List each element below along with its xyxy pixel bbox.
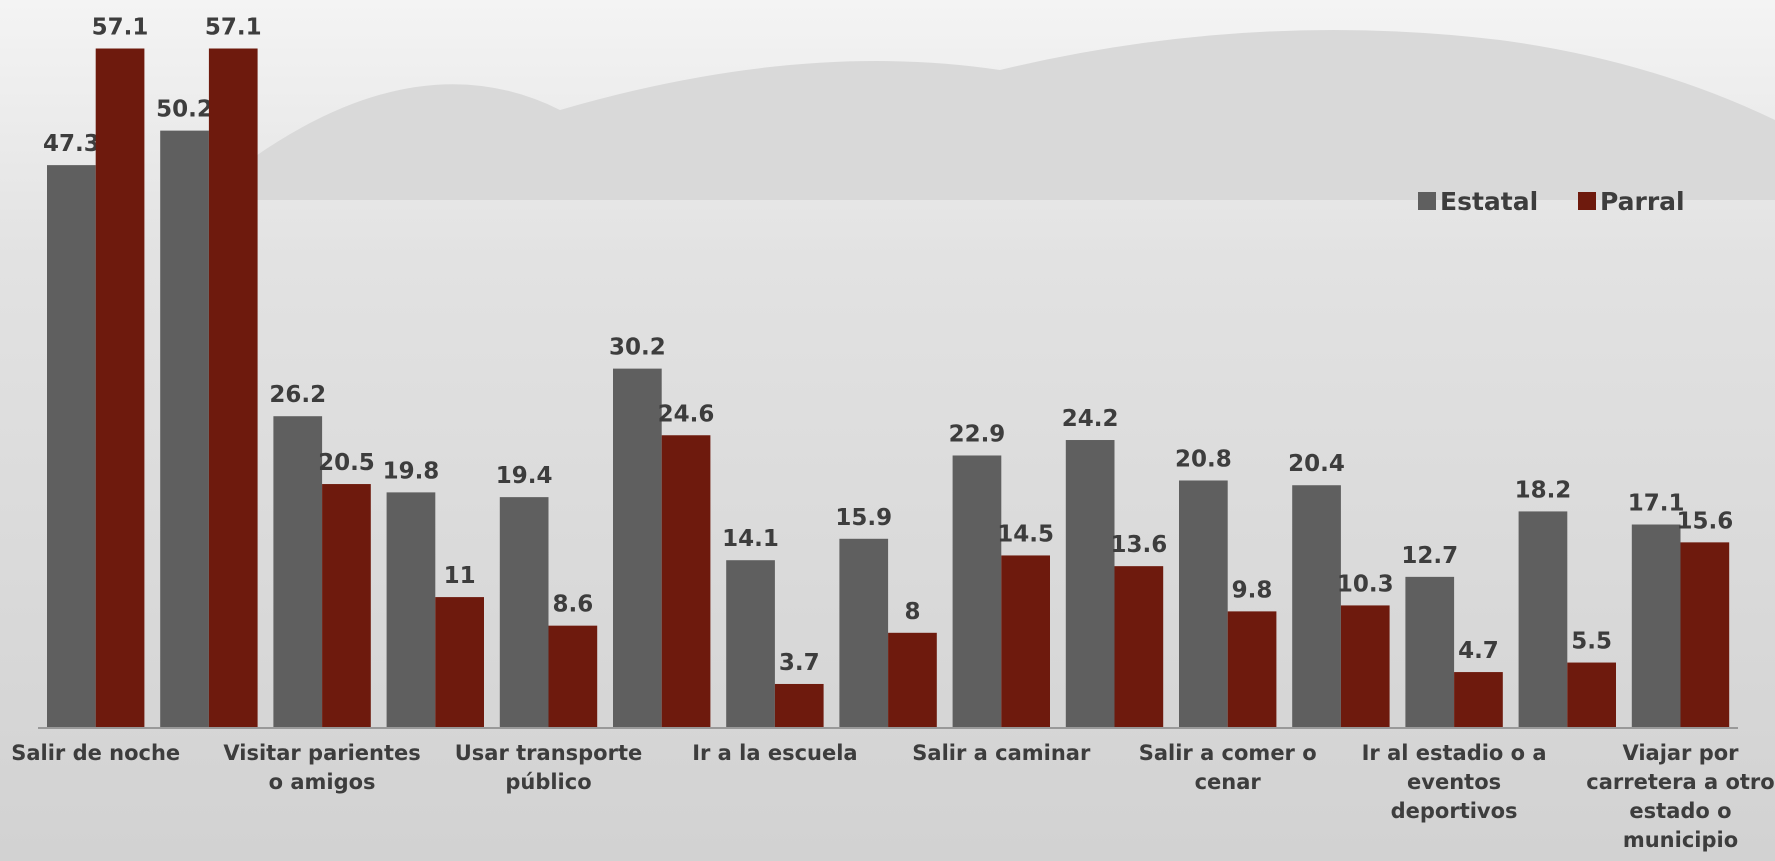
bar <box>273 416 323 728</box>
bar <box>726 560 775 728</box>
value-label: 11 <box>444 563 476 589</box>
x-tick-label: Salir a caminar <box>912 741 1091 765</box>
value-label: 24.2 <box>1062 406 1119 432</box>
value-label: 24.6 <box>658 401 715 427</box>
bar <box>1179 480 1228 728</box>
value-label: 5.5 <box>1571 629 1612 655</box>
value-label: 20.4 <box>1288 451 1345 477</box>
value-label: 19.4 <box>496 463 553 489</box>
bar <box>1518 511 1568 728</box>
value-label: 10.3 <box>1337 571 1394 597</box>
bar <box>1567 662 1616 728</box>
bar <box>888 632 937 728</box>
bar <box>208 48 258 728</box>
bar <box>548 625 598 728</box>
value-label: 8 <box>904 599 920 625</box>
x-tick-label: Usar transporte público <box>455 741 643 794</box>
value-label: 17.1 <box>1628 491 1685 517</box>
value-label: 50.2 <box>156 97 213 123</box>
value-label: 12.7 <box>1401 543 1458 569</box>
mountains <box>250 30 1775 200</box>
bar <box>774 683 824 728</box>
bar <box>613 368 662 728</box>
x-tick-label: Salir a comer o cenar <box>1139 741 1317 794</box>
value-label: 20.5 <box>318 450 375 476</box>
value-label: 47.3 <box>43 131 100 157</box>
bar <box>1405 576 1455 728</box>
bar <box>1227 611 1277 728</box>
value-label: 19.8 <box>383 458 440 484</box>
bar <box>322 484 371 728</box>
bar <box>1680 542 1730 728</box>
value-label: 22.9 <box>949 421 1006 447</box>
value-label: 14.1 <box>722 526 779 552</box>
bar <box>1340 605 1390 728</box>
legend-label: Estatal <box>1440 187 1538 216</box>
value-label: 14.5 <box>997 521 1054 547</box>
bar <box>661 435 711 728</box>
legend-swatch <box>1578 192 1596 210</box>
bar <box>435 597 484 728</box>
value-label: 57.1 <box>205 15 262 41</box>
bar <box>95 48 145 728</box>
bar <box>1114 566 1164 728</box>
value-label: 26.2 <box>269 382 326 408</box>
bar <box>386 492 436 728</box>
value-label: 18.2 <box>1515 477 1572 503</box>
x-tick-label: Viajar por carretera a otro estado o munici… <box>1586 741 1774 852</box>
value-label: 8.6 <box>552 592 593 618</box>
bar <box>1292 485 1341 728</box>
legend-label: Parral <box>1600 187 1685 216</box>
bar <box>499 497 549 728</box>
value-label: 30.2 <box>609 335 666 361</box>
value-label: 57.1 <box>92 15 149 41</box>
value-label: 15.9 <box>835 505 892 531</box>
bar <box>1631 524 1681 728</box>
value-label: 3.7 <box>779 650 820 676</box>
x-tick-label: Ir al estadio o a eventos deportivos <box>1362 741 1547 823</box>
bar <box>952 455 1002 728</box>
x-tick-label: Visitar parientes o amigos <box>223 741 420 794</box>
bar <box>47 165 96 728</box>
value-label: 9.8 <box>1232 577 1273 603</box>
legend-swatch <box>1418 192 1436 210</box>
bar <box>1065 440 1115 728</box>
bar <box>1001 555 1050 728</box>
value-label: 4.7 <box>1458 638 1499 664</box>
x-tick-label: Ir a la escuela <box>692 741 857 765</box>
value-label: 13.6 <box>1110 532 1167 558</box>
value-label: 15.6 <box>1676 508 1733 534</box>
bar <box>160 130 209 728</box>
bar <box>1454 672 1503 728</box>
x-tick-label: Salir de noche <box>11 741 180 765</box>
value-label: 20.8 <box>1175 446 1232 472</box>
bar <box>839 538 889 728</box>
